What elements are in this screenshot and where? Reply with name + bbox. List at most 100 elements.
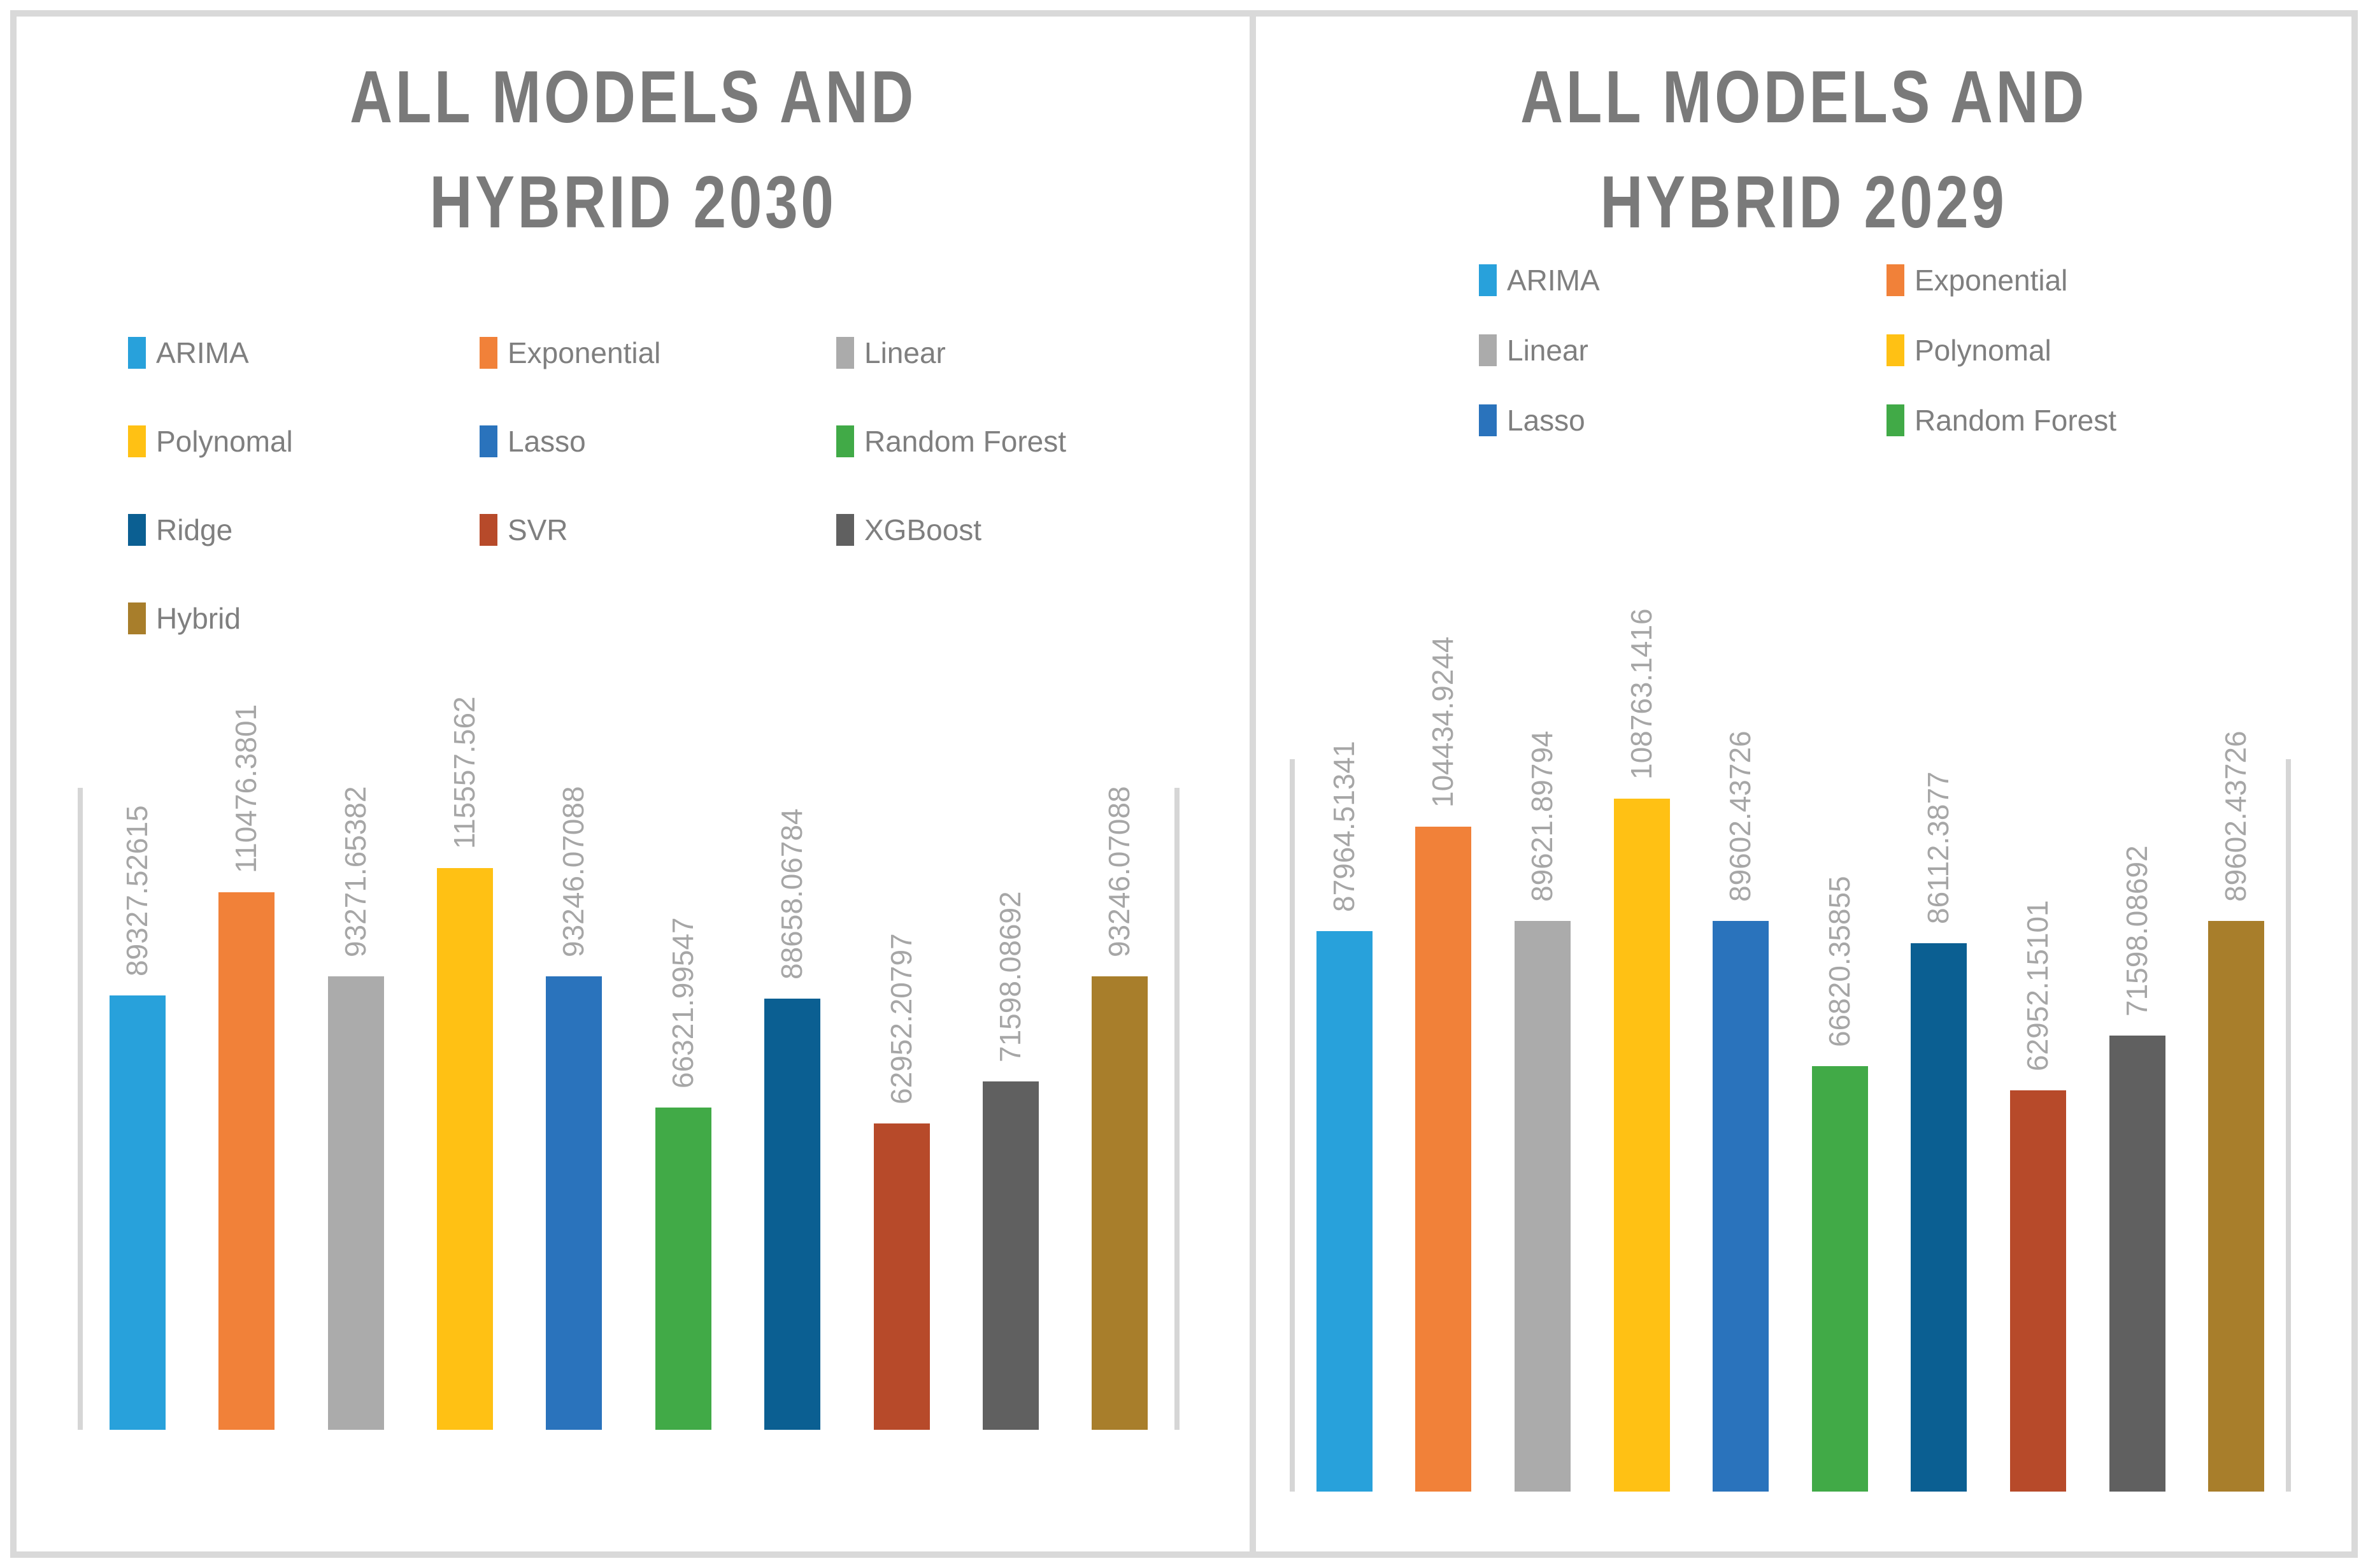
legend-swatch-ridge (128, 514, 146, 546)
bar-value-label: 89621.89794 (1525, 731, 1558, 902)
chart-legend: ARIMA Exponential Linear Polynomal Lasso Rand… (1479, 263, 2351, 438)
bar-value-label: 88658.06784 (775, 808, 809, 980)
bar-xgboost (982, 1081, 1039, 1430)
legend-swatch-polynomal (1887, 334, 1904, 367)
legend-item-linear: Linear (1479, 333, 1887, 367)
legend-label: Hybrid (156, 602, 241, 636)
legend-label: Random Forest (1915, 404, 2117, 438)
legend-item-arima: ARIMA (1479, 263, 1887, 297)
bar-slot-exponential: 104434.9244 (1394, 636, 1494, 1492)
legend-label: Polynomal (1915, 334, 2051, 367)
legend-item-hybrid: Hybrid (128, 601, 480, 636)
legend-item-arima: ARIMA (128, 336, 480, 370)
plot-area: 87964.51341 104434.9244 89621.89794 108763.… (1290, 609, 2291, 1492)
bar-slot-linear: 93271.65382 (301, 786, 410, 1430)
chart-panel-2030: ALL MODELS AND HYBRID 2030 ARIMA Exponent… (17, 17, 1250, 1551)
legend-swatch-polynomal (128, 425, 146, 458)
bar-polynomal (436, 867, 493, 1430)
legend-label: Linear (864, 336, 946, 370)
legend-item-svr: SVR (480, 513, 836, 547)
legend-swatch-linear (1479, 334, 1497, 367)
bar-xgboost (2109, 1036, 2165, 1492)
bar-value-label: 93246.07088 (1102, 786, 1136, 957)
chart-title-line: ALL MODELS AND (1520, 55, 2087, 138)
bar-slot-random-forest: 66321.99547 (629, 788, 738, 1430)
legend-item-ridge: Ridge (128, 513, 480, 547)
legend-item-linear: Linear (836, 336, 1250, 370)
chart-panel-2029: ALL MODELS AND HYBRID 2029 ARIMA Exponent… (1256, 17, 2351, 1551)
bar-value-label: 62952.20797 (884, 933, 918, 1105)
bar-slot-exponential: 110476.3801 (192, 704, 301, 1430)
legend-item-exponential: Exponential (1887, 263, 2351, 297)
legend-label: ARIMA (156, 336, 249, 370)
bar-ridge (764, 998, 821, 1430)
bar-exponential (218, 892, 275, 1430)
bar-value-label: 66321.99547 (666, 916, 699, 1088)
legend-label: Exponential (508, 336, 661, 370)
legend-label: Random Forest (864, 425, 1067, 459)
bar-value-label: 71598.08692 (2120, 845, 2153, 1017)
legend-item-xgboost: XGBoost (836, 513, 1250, 547)
bar-hybrid (2208, 920, 2265, 1492)
legend-label: XGBoost (864, 513, 982, 547)
legend-item-exponential: Exponential (480, 336, 836, 370)
bar-slot-arima: 89327.52615 (83, 788, 192, 1430)
bar-slot-ridge: 86112.3877 (1890, 759, 1989, 1492)
bar-slot-random-forest: 66820.35855 (1790, 759, 1890, 1492)
bar-slot-xgboost: 71598.08692 (956, 788, 1065, 1430)
legend-swatch-svr (480, 514, 497, 546)
bar-exponential (1415, 826, 1472, 1492)
legend-item-polynomal: Polynomal (128, 424, 480, 459)
bar-slot-xgboost: 71598.08692 (2088, 759, 2187, 1492)
plot-area: 89327.52615 110476.3801 93271.65382 115557.… (78, 696, 1180, 1430)
bar-slot-polynomal: 115557.562 (410, 696, 519, 1430)
legend-swatch-exponential (1887, 264, 1904, 297)
legend-item-random-forest: Random Forest (836, 424, 1250, 459)
legend-swatch-exponential (480, 337, 497, 369)
bar-value-label: 89602.43726 (1723, 731, 1757, 902)
legend-item-polynomal: Polynomal (1887, 333, 2351, 367)
bar-slot-polynomal: 108763.1416 (1592, 609, 1692, 1492)
legend-item-lasso: Lasso (480, 424, 836, 459)
bar-slot-hybrid: 93246.07088 (1066, 786, 1174, 1430)
bar-value-label: 89327.52615 (120, 805, 153, 976)
bar-linear (327, 976, 384, 1430)
bar-slot-arima: 87964.51341 (1295, 741, 1394, 1492)
chart-title-line: HYBRID 2029 (1600, 160, 2008, 243)
bar-random-forest (655, 1107, 711, 1430)
bar-svr (2009, 1090, 2066, 1492)
legend-label: Ridge (156, 513, 233, 547)
bar-slot-lasso: 89602.43726 (1691, 731, 1790, 1492)
bar-polynomal (1613, 799, 1670, 1492)
legend-swatch-random-forest (836, 425, 854, 458)
bar-value-label: 86112.3877 (1922, 771, 1955, 924)
bar-slot-svr: 62952.15101 (1988, 759, 2088, 1492)
chart-title: ALL MODELS AND HYBRID 2030 (140, 45, 1127, 254)
bar-value-label: 108763.1416 (1624, 608, 1658, 780)
bar-hybrid (1092, 976, 1148, 1430)
chart-title-line: HYBRID 2030 (429, 160, 837, 243)
bar-arima (109, 995, 166, 1430)
bar-slot-linear: 89621.89794 (1493, 731, 1592, 1492)
chart-legend: ARIMA Exponential Linear Polynomal Lasso Rand… (128, 336, 1250, 636)
bar-lasso (546, 976, 603, 1430)
legend-swatch-arima (1479, 264, 1497, 297)
legend-label: Linear (1507, 334, 1588, 367)
bar-value-label: 71598.08692 (993, 891, 1027, 1063)
bar-value-label: 87964.51341 (1327, 741, 1360, 913)
chart-title: ALL MODELS AND HYBRID 2029 (1366, 45, 2242, 254)
bar-value-label: 115557.562 (447, 695, 481, 849)
legend-swatch-arima (128, 337, 146, 369)
bar-slot-hybrid: 89602.43726 (2186, 731, 2286, 1492)
legend-item-random-forest: Random Forest (1887, 403, 2351, 438)
bar-arima (1316, 931, 1373, 1492)
legend-swatch-xgboost (836, 514, 854, 546)
bar-lasso (1713, 920, 1769, 1492)
bar-ridge (1911, 943, 1967, 1492)
legend-item-lasso: Lasso (1479, 403, 1887, 438)
bar-value-label: 66820.35855 (1822, 876, 1856, 1047)
bar-value-label: 110476.3801 (229, 704, 263, 874)
bar-slot-svr: 62952.20797 (847, 788, 956, 1430)
figure-frame: ALL MODELS AND HYBRID 2030 ARIMA Exponent… (10, 10, 2358, 1558)
bar-slot-lasso: 93246.07088 (520, 786, 629, 1430)
